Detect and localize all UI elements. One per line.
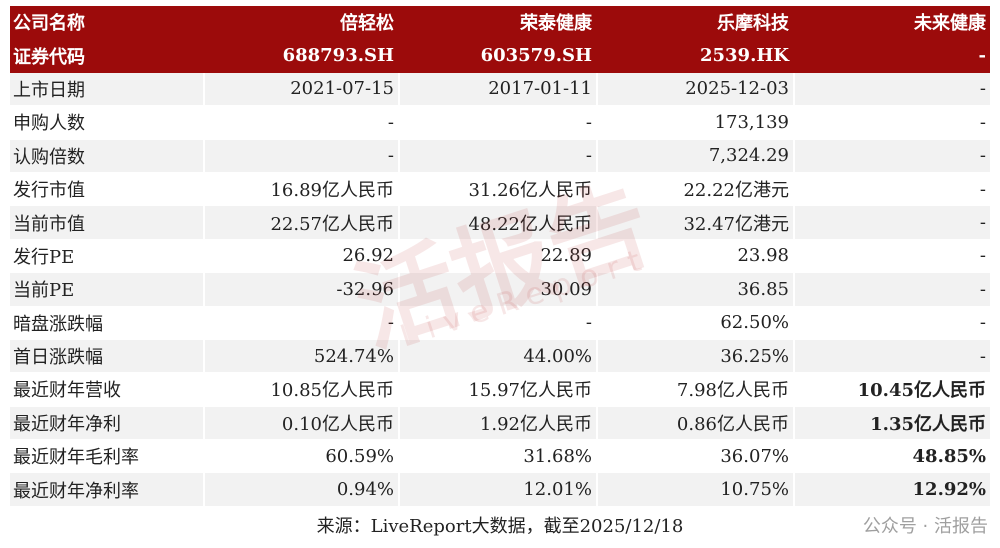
- table-cell: 60.59%: [205, 440, 400, 474]
- table-cell: 7,324.29: [598, 139, 795, 173]
- table-cell: 1.92亿人民币: [400, 406, 598, 441]
- header-cell: -: [795, 39, 990, 73]
- table-cell: 31.68%: [400, 440, 598, 474]
- table-cell: -: [400, 306, 598, 340]
- table-cell: 10.85亿人民币: [205, 373, 400, 407]
- header-cell: 证券代码: [10, 39, 205, 73]
- row-label: 当前市值: [10, 206, 205, 240]
- row-label: 认购倍数: [10, 139, 205, 173]
- table-cell: -: [795, 106, 990, 140]
- header-cell: 688793.SH: [205, 39, 400, 73]
- header-cell: 乐摩科技: [598, 6, 795, 40]
- table-cell: -: [795, 273, 990, 307]
- table-cell: 10.45亿人民币: [795, 373, 990, 407]
- row-label: 发行PE: [10, 239, 205, 274]
- table-row: 上市日期 2021-07-15 2017-01-11 2025-12-03-: [10, 72, 990, 107]
- table-cell: 22.89: [400, 239, 598, 274]
- row-label: 上市日期: [10, 72, 205, 107]
- table-cell: 22.22亿港元: [598, 172, 795, 207]
- table-row: 发行PE 26.92 22.89 23.98-: [10, 239, 990, 274]
- source-note: 来源：LiveReport大数据，截至2025/12/18: [316, 516, 684, 537]
- table-cell: 2017-01-11: [400, 72, 598, 107]
- table-cell: -: [795, 240, 990, 274]
- table-cell: 15.97亿人民币: [400, 373, 598, 407]
- table-cell: -: [795, 307, 990, 340]
- header-cell: 未来健康: [795, 6, 990, 40]
- table-cell: -: [795, 339, 990, 374]
- table-cell: 36.07%: [598, 440, 795, 474]
- table-cell: 16.89亿人民币: [205, 172, 400, 207]
- table-row: 最近财年净利 0.10亿人民币 1.92亿人民币 0.86亿人民币 1.35亿人民币: [10, 406, 990, 441]
- table-row: 最近财年净利率 0.94% 12.01% 10.75% 12.92%: [10, 473, 990, 507]
- table-cell: 31.26亿人民币: [400, 172, 598, 207]
- table-row: 认购倍数 - -7,324.29-: [10, 139, 990, 173]
- table-cell: 26.92: [205, 239, 400, 274]
- table-cell: 7.98亿人民币: [598, 373, 795, 407]
- table-cell: 30.09: [400, 273, 598, 307]
- row-label: 发行市值: [10, 172, 205, 207]
- row-label: 当前PE: [10, 273, 205, 307]
- table-cell: 22.57亿人民币: [205, 206, 400, 240]
- header-cell: 倍轻松: [205, 6, 400, 40]
- row-label: 最近财年净利: [10, 406, 205, 441]
- table-row: 当前市值 22.57亿人民币 48.22亿人民币 32.47亿港元 -: [10, 206, 990, 240]
- table-row: 最近财年营收 10.85亿人民币 15.97亿人民币 7.98亿人民币 10.45亿人民…: [10, 373, 990, 407]
- table-cell: 0.86亿人民币: [598, 406, 795, 441]
- row-label: 首日涨跌幅: [10, 339, 205, 374]
- header-cell: 公司名称: [10, 6, 205, 40]
- table-cell: -: [205, 306, 400, 340]
- table-cell: 524.74%: [205, 339, 400, 374]
- table-cell: -: [795, 72, 990, 107]
- table-cell: 1.35亿人民币: [795, 406, 990, 441]
- table-cell: -: [400, 106, 598, 140]
- table-cell: 10.75%: [598, 473, 795, 507]
- table-cell: 0.94%: [205, 473, 400, 507]
- table-cell: 48.85%: [795, 440, 990, 474]
- table-row: 当前PE -32.96 30.09 36.85-: [10, 273, 990, 307]
- table-cell: -: [795, 173, 990, 207]
- table-cell: -: [795, 206, 990, 240]
- header-row: 证券代码 688793.SH 603579.SH 2539.HK -: [10, 39, 990, 73]
- table-cell: 173,139: [598, 106, 795, 140]
- table-cell: -: [205, 106, 400, 140]
- table-cell: 0.10亿人民币: [205, 406, 400, 441]
- table-cell: 48.22亿人民币: [400, 206, 598, 240]
- table-cell: 12.92%: [795, 473, 990, 507]
- table-cell: 36.85: [598, 273, 795, 307]
- table-cell: 32.47亿港元: [598, 206, 795, 240]
- row-label: 最近财年营收: [10, 373, 205, 407]
- table-cell: -: [795, 139, 990, 173]
- table-row: 暗盘涨跌幅 - -62.50% -: [10, 306, 990, 340]
- row-label: 最近财年净利率: [10, 473, 205, 507]
- header-cell: 603579.SH: [400, 39, 598, 73]
- table-cell: 44.00%: [400, 339, 598, 374]
- header-cell: 荣泰健康: [400, 6, 598, 40]
- table-cell: 36.25%: [598, 339, 795, 374]
- table-cell: 2025-12-03: [598, 72, 795, 107]
- header-cell: 2539.HK: [598, 39, 795, 73]
- credit: 公众号 · 活报告: [862, 516, 988, 537]
- table-cell: -: [400, 139, 598, 173]
- table-row: 首日涨跌幅 524.74% 44.00% 36.25% -: [10, 339, 990, 374]
- table-cell: -: [205, 139, 400, 173]
- header-row: 公司名称 倍轻松 荣泰健康 乐摩科技 未来健康: [10, 6, 990, 40]
- table-cell: -32.96: [205, 273, 400, 307]
- table-cell: 12.01%: [400, 473, 598, 507]
- table-cell: 2021-07-15: [205, 72, 400, 107]
- row-label: 最近财年毛利率: [10, 440, 205, 474]
- row-label: 申购人数: [10, 106, 205, 140]
- comparison-table: 公司名称 倍轻松 荣泰健康 乐摩科技 未来健康 证券代码 688793.SH 603579.S…: [10, 6, 990, 507]
- table-cell: 62.50%: [598, 306, 795, 340]
- row-label: 暗盘涨跌幅: [10, 306, 205, 340]
- table-row: 发行市值 16.89亿人民币 31.26亿人民币 22.22亿港元 -: [10, 172, 990, 207]
- table-row: 最近财年毛利率 60.59% 31.68% 36.07% 48.85%: [10, 440, 990, 474]
- table-row: 申购人数 - -173,139-: [10, 106, 990, 140]
- table-cell: 23.98: [598, 239, 795, 274]
